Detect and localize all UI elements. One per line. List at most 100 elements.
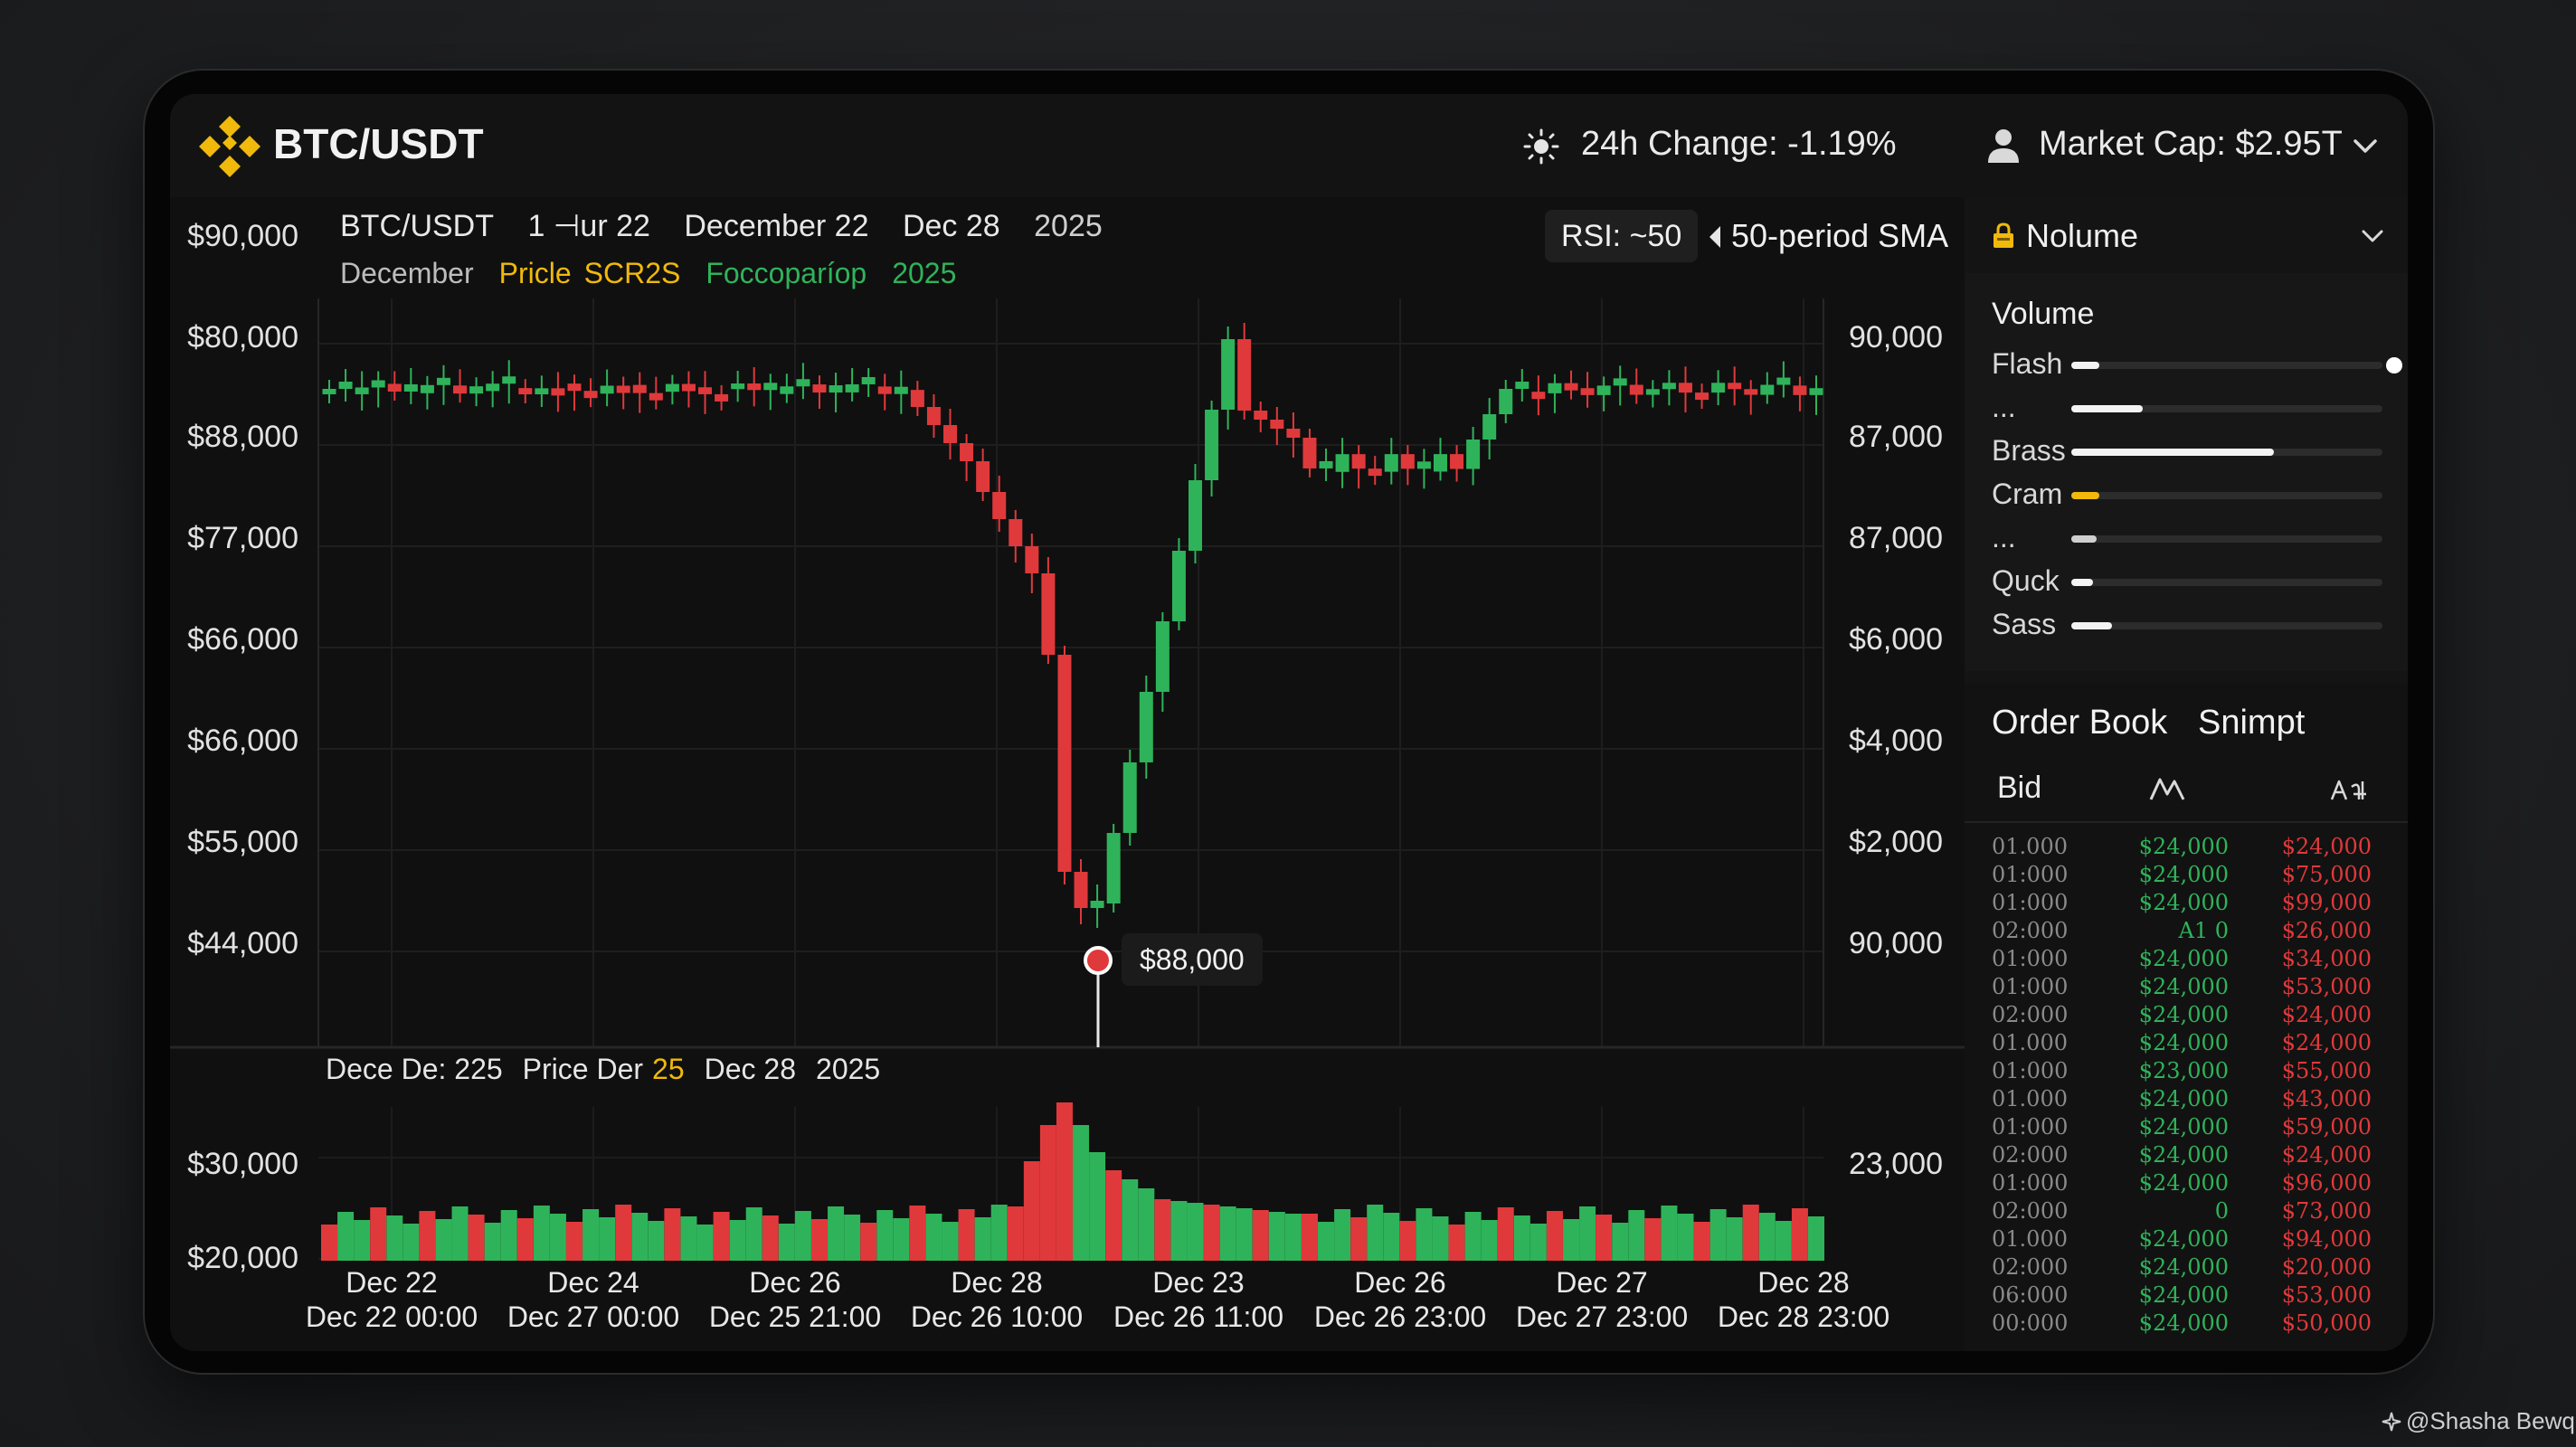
volume-bar[interactable] xyxy=(1203,1205,1220,1261)
candle[interactable] xyxy=(1613,378,1627,386)
volume-bar[interactable] xyxy=(1726,1217,1743,1261)
candle[interactable] xyxy=(1499,389,1513,414)
volume-bar[interactable] xyxy=(451,1206,469,1261)
candle[interactable] xyxy=(338,382,353,389)
candle[interactable] xyxy=(698,387,713,394)
orderbook-row[interactable]: 01.000 $24,000 $24,000 xyxy=(1965,834,2408,861)
candle[interactable] xyxy=(960,443,974,461)
candle[interactable] xyxy=(1776,377,1791,385)
candle[interactable] xyxy=(502,376,516,384)
volume-bar[interactable] xyxy=(1073,1125,1090,1261)
candle[interactable] xyxy=(861,376,876,384)
volume-bar[interactable] xyxy=(974,1217,991,1261)
candle[interactable] xyxy=(420,384,434,393)
orderbook-row[interactable]: 01:000 $24,000 $96,000 xyxy=(1965,1170,2408,1197)
candle[interactable] xyxy=(1580,388,1595,395)
volume-bar[interactable] xyxy=(321,1225,337,1261)
volume-bar[interactable] xyxy=(1383,1213,1400,1261)
volume-bar[interactable] xyxy=(582,1209,600,1261)
volume-bar[interactable] xyxy=(745,1207,762,1261)
volume-bar[interactable] xyxy=(1284,1214,1302,1261)
orderbook-row[interactable]: 01.000 $24,000 $24,000 xyxy=(1965,1030,2408,1057)
volume-bar[interactable] xyxy=(909,1206,926,1261)
candle[interactable] xyxy=(1384,454,1398,472)
candle[interactable] xyxy=(1009,519,1023,546)
candle[interactable] xyxy=(829,385,843,393)
orderbook-row[interactable]: 01:000 $24,000 $59,000 xyxy=(1965,1114,2408,1141)
volume-bar[interactable] xyxy=(1252,1210,1269,1261)
volume-bar[interactable] xyxy=(729,1220,746,1261)
candle[interactable] xyxy=(616,385,630,393)
candle[interactable] xyxy=(1171,551,1186,621)
volume-bar[interactable] xyxy=(1122,1179,1139,1261)
candle[interactable] xyxy=(1286,429,1301,438)
volume-bar[interactable] xyxy=(696,1225,714,1261)
volume-bar[interactable] xyxy=(631,1213,649,1261)
candle[interactable] xyxy=(976,461,990,492)
volume-bar[interactable] xyxy=(1105,1170,1122,1261)
candle[interactable] xyxy=(1711,383,1726,393)
chevron-down-icon[interactable] xyxy=(2359,222,2386,250)
volume-bar[interactable] xyxy=(1709,1209,1727,1261)
rsi-indicator-badge[interactable]: RSI: ~50 xyxy=(1545,210,1699,262)
volume-bar[interactable] xyxy=(337,1212,355,1261)
volume-bar[interactable] xyxy=(1023,1161,1040,1261)
volume-bar[interactable] xyxy=(648,1221,665,1261)
candle[interactable] xyxy=(1433,454,1447,472)
volume-bar[interactable] xyxy=(533,1206,550,1261)
candle[interactable] xyxy=(1335,454,1350,472)
volume-bar[interactable] xyxy=(1775,1221,1792,1261)
candle[interactable] xyxy=(387,383,402,392)
candle[interactable] xyxy=(453,385,468,394)
candle[interactable] xyxy=(943,425,958,443)
volume-bar[interactable] xyxy=(958,1209,975,1261)
volume-bar[interactable] xyxy=(1742,1205,1759,1261)
volume-bar[interactable] xyxy=(1530,1224,1547,1261)
candle[interactable] xyxy=(1122,762,1137,833)
candle[interactable] xyxy=(1090,901,1104,908)
volume-bar[interactable] xyxy=(1448,1225,1465,1261)
candle[interactable] xyxy=(715,393,729,402)
volume-bar[interactable] xyxy=(615,1205,632,1261)
candle[interactable] xyxy=(518,388,533,394)
volume-bar[interactable] xyxy=(565,1222,582,1261)
volume-bar[interactable] xyxy=(1056,1102,1073,1261)
volume-bar[interactable] xyxy=(1399,1221,1416,1261)
candle[interactable] xyxy=(1662,383,1676,390)
candle[interactable] xyxy=(469,386,484,394)
indicator-dropdown[interactable]: Nolume xyxy=(1965,197,2408,273)
volume-bar[interactable] xyxy=(516,1218,534,1261)
candle[interactable] xyxy=(1645,389,1660,395)
volume-bar[interactable] xyxy=(370,1207,387,1261)
candle[interactable] xyxy=(894,386,908,394)
orderbook-row[interactable]: 02:000 $24,000 $24,000 xyxy=(1965,1142,2408,1169)
sma-indicator-label[interactable]: 50-period SMA xyxy=(1731,217,1949,254)
candle[interactable] xyxy=(1793,385,1807,395)
volume-bar[interactable] xyxy=(435,1219,452,1261)
volume-bar[interactable] xyxy=(500,1210,517,1261)
volume-bar[interactable] xyxy=(1039,1125,1056,1261)
candle[interactable] xyxy=(1416,461,1431,469)
orderbook-row[interactable]: 06:000 $24,000 $53,000 xyxy=(1965,1282,2408,1310)
orderbook-row[interactable]: 02:000 0 $73,000 xyxy=(1965,1198,2408,1225)
candle[interactable] xyxy=(551,388,565,396)
candle[interactable] xyxy=(486,383,500,392)
volume-bar[interactable] xyxy=(402,1224,420,1261)
orderbook-row[interactable]: 01:000 $23,000 $55,000 xyxy=(1965,1058,2408,1085)
candle[interactable] xyxy=(1400,454,1415,469)
candle[interactable] xyxy=(567,383,582,392)
volume-bar[interactable] xyxy=(1318,1222,1335,1261)
candle[interactable] xyxy=(535,388,549,394)
candle[interactable] xyxy=(992,492,1007,519)
orderbook-row[interactable]: 01:000 $24,000 $53,000 xyxy=(1965,974,2408,1001)
chevron-down-icon[interactable] xyxy=(2350,130,2381,161)
volume-bar[interactable] xyxy=(1546,1211,1563,1261)
volume-bar[interactable] xyxy=(1367,1205,1384,1261)
volume-bar[interactable] xyxy=(1596,1215,1613,1261)
volume-bar[interactable] xyxy=(762,1215,779,1261)
candle[interactable] xyxy=(632,384,647,393)
volume-bar[interactable] xyxy=(599,1217,616,1261)
candle[interactable] xyxy=(1254,411,1268,420)
volume-bar[interactable] xyxy=(1563,1219,1580,1261)
candle[interactable] xyxy=(1237,339,1252,411)
